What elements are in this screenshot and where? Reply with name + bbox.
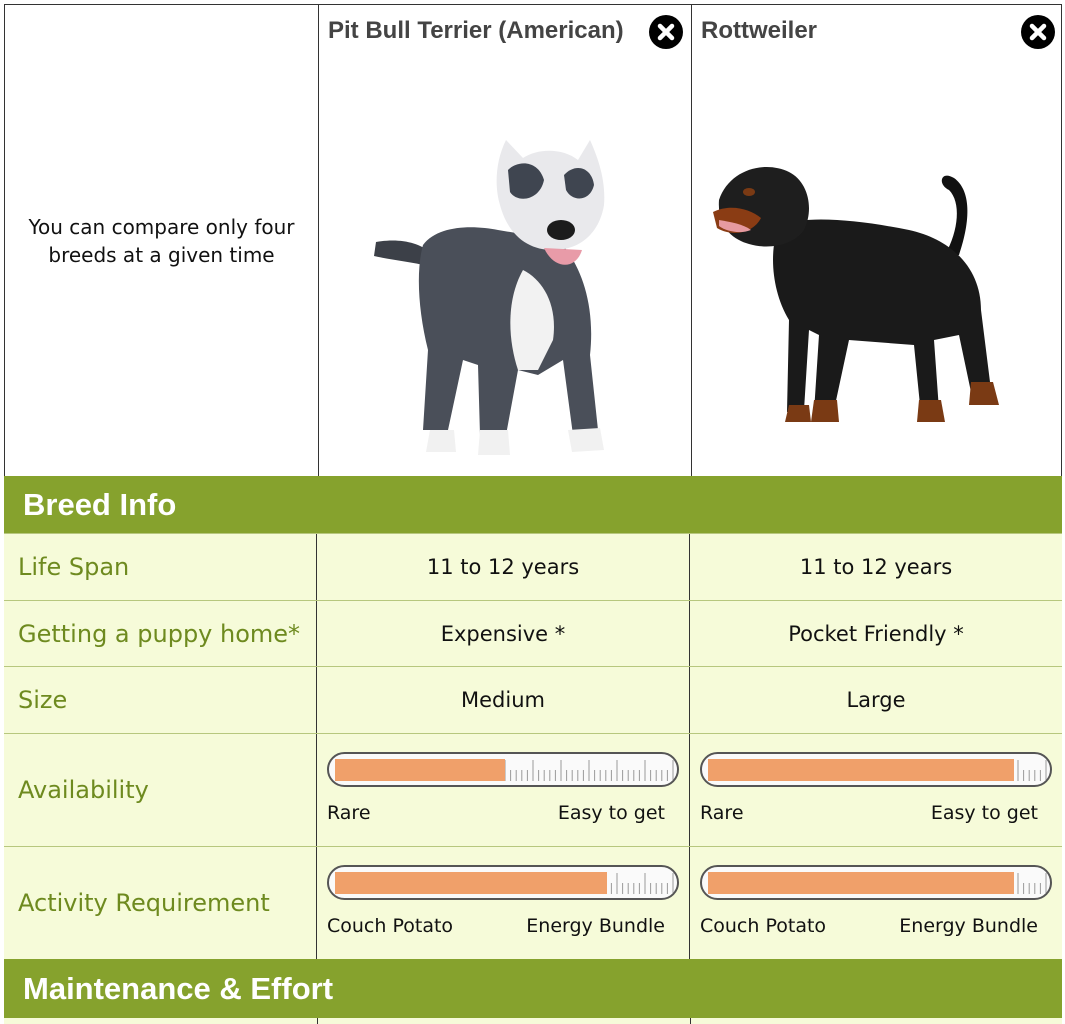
row-availability: Availability Rare Easy to get Rare Easy … bbox=[4, 733, 1062, 846]
breed-column-2: Rottweiler bbox=[691, 5, 1063, 476]
row-label: Size bbox=[4, 667, 317, 733]
intro-cell: You can compare only four breeds at a gi… bbox=[5, 5, 319, 476]
compare-header: You can compare only four breeds at a gi… bbox=[4, 4, 1062, 476]
meter-fill bbox=[708, 872, 1014, 894]
breed-2-cell: Large bbox=[690, 667, 1062, 733]
breed-name[interactable]: Rottweiler bbox=[701, 17, 818, 44]
availability-meter bbox=[327, 752, 679, 787]
scale-high-label: Easy to get bbox=[930, 802, 1038, 824]
scale-high-label: Energy Bundle bbox=[899, 915, 1038, 937]
row-activity: Activity Requirement Couch Potato Energy… bbox=[4, 846, 1062, 959]
activity-meter bbox=[700, 865, 1052, 900]
section-maintenance: Maintenance & Effort bbox=[4, 959, 1062, 1018]
breed-column-1: Pit Bull Terrier (American) bbox=[318, 5, 692, 476]
puppy-cost-value: Expensive * bbox=[440, 621, 566, 646]
meter-fill bbox=[335, 872, 607, 894]
breed-2-cell: Rare Easy to get bbox=[690, 734, 1062, 846]
breed-2-cell: Couch Potato Energy Bundle bbox=[690, 847, 1062, 959]
row-label: Activity Requirement bbox=[4, 847, 317, 959]
life-span-value: 11 to 12 years bbox=[426, 555, 580, 579]
breed-1-cell: Rare Easy to get bbox=[317, 734, 690, 846]
close-icon[interactable] bbox=[1021, 15, 1055, 49]
row-label: Getting a puppy home* bbox=[4, 601, 317, 666]
meter-fill bbox=[708, 759, 1014, 781]
row-size: Size Medium Large bbox=[4, 666, 1062, 733]
scale-low-label: Couch Potato bbox=[700, 915, 827, 937]
breed-1-cell: 11 to 12 years bbox=[317, 534, 690, 600]
breed-2-cell: 11 to 12 years bbox=[690, 534, 1062, 600]
breed-1-cell: Couch Potato Energy Bundle bbox=[317, 847, 690, 959]
rottweiler-photo[interactable] bbox=[709, 160, 1054, 445]
row-life-span: Life Span 11 to 12 years 11 to 12 years bbox=[4, 533, 1062, 600]
puppy-cost-value: Pocket Friendly * bbox=[788, 621, 964, 646]
section-breed-info: Breed Info bbox=[4, 476, 1062, 533]
life-span-value: 11 to 12 years bbox=[799, 555, 953, 579]
breed-1-cell: Medium bbox=[317, 667, 690, 733]
scale-low-label: Rare bbox=[327, 802, 371, 824]
availability-meter bbox=[700, 752, 1052, 787]
scale-low-label: Couch Potato bbox=[327, 915, 454, 937]
breed-2-cell: Pocket Friendly * bbox=[690, 601, 1062, 666]
scale-low-label: Rare bbox=[700, 802, 744, 824]
scale-high-label: Easy to get bbox=[557, 802, 665, 824]
pit-bull-photo[interactable] bbox=[368, 130, 628, 460]
size-value: Medium bbox=[461, 688, 545, 712]
close-icon[interactable] bbox=[649, 15, 683, 49]
next-row-edge bbox=[4, 1018, 1062, 1024]
activity-meter bbox=[327, 865, 679, 900]
row-puppy-home: Getting a puppy home* Expensive * Pocket… bbox=[4, 600, 1062, 666]
breed-name[interactable]: Pit Bull Terrier (American) bbox=[328, 17, 624, 44]
row-label: Life Span bbox=[4, 534, 317, 600]
size-value: Large bbox=[846, 688, 906, 712]
breed-1-cell: Expensive * bbox=[317, 601, 690, 666]
row-label: Availability bbox=[4, 734, 317, 846]
scale-high-label: Energy Bundle bbox=[526, 915, 665, 937]
meter-fill bbox=[335, 759, 505, 781]
intro-text: You can compare only four breeds at a gi… bbox=[28, 215, 295, 267]
